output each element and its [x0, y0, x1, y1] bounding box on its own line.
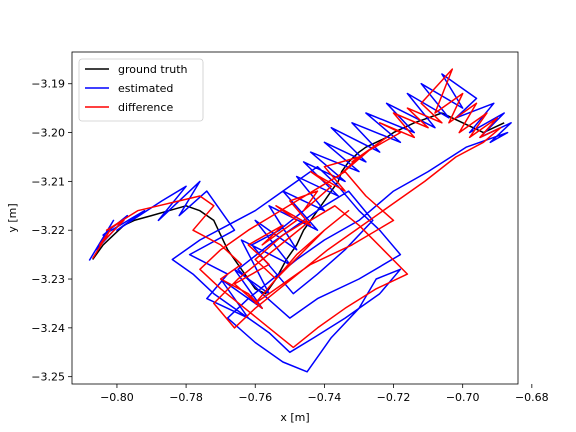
y-tick-label: −3.22 — [31, 224, 65, 237]
x-tick-label: −0.74 — [308, 391, 342, 404]
x-tick-label: −0.70 — [446, 391, 480, 404]
legend-label-difference: difference — [118, 101, 173, 114]
legend-label-ground-truth: ground truth — [118, 63, 188, 76]
series-layer — [88, 68, 512, 373]
y-tick-label: −3.20 — [31, 127, 65, 140]
x-axis-label: x [m] — [280, 411, 309, 424]
y-axis: −3.25 −3.24 −3.23 −3.22 −3.21 −3.20 −3.19 — [31, 78, 72, 384]
x-tick-label: −0.72 — [377, 391, 411, 404]
legend-label-estimated: estimated — [118, 82, 173, 95]
x-tick-label: −0.78 — [169, 391, 203, 404]
x-tick-label: −0.80 — [100, 391, 134, 404]
x-tick-label: −0.68 — [515, 391, 549, 404]
x-tick-label: −0.76 — [238, 391, 272, 404]
legend-box — [78, 58, 204, 122]
y-tick-label: −3.23 — [31, 273, 65, 286]
legend: ground truth estimated difference — [78, 58, 204, 122]
y-tick-label: −3.19 — [31, 78, 65, 91]
series-line-difference — [92, 68, 502, 349]
x-axis: −0.80 −0.78 −0.76 −0.74 −0.72 −0.70 −0.68 — [100, 384, 549, 404]
series-line-ground-truth — [92, 112, 505, 295]
y-tick-label: −3.24 — [31, 322, 65, 335]
plot-frame — [71, 51, 519, 385]
y-axis-label: y [m] — [6, 203, 19, 232]
y-tick-label: −3.25 — [31, 371, 65, 384]
y-tick-label: −3.21 — [31, 175, 65, 188]
